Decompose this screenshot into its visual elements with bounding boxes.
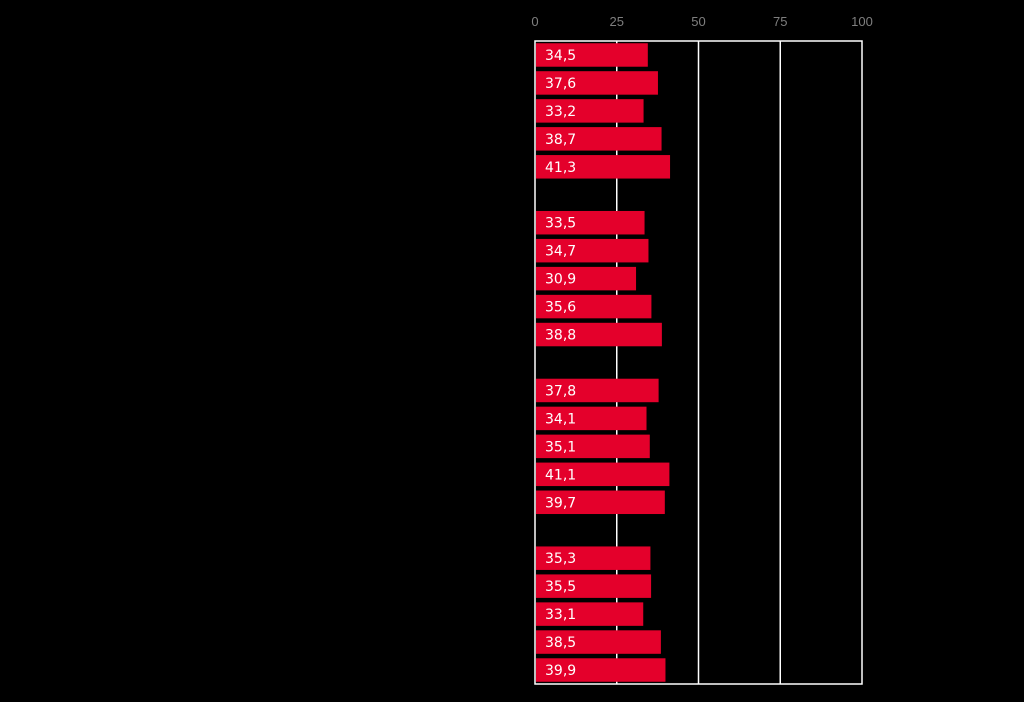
- bar-group4-item5: [536, 658, 666, 682]
- data-label-group2-item2: 34,7: [545, 244, 576, 260]
- bar-group2-item3: [536, 266, 637, 291]
- bar-group2-item1: [536, 210, 645, 235]
- bar-group2-item2: [536, 238, 649, 263]
- bars: [536, 43, 671, 682]
- data-label-group3-item5: 39,7: [545, 495, 576, 511]
- bar-group4-item3: [536, 602, 644, 626]
- bar-group1-item1: [536, 43, 648, 67]
- data-label-group4-item5: 39,9: [545, 663, 576, 679]
- data-label-group2-item1: 33,5: [545, 216, 576, 232]
- data-label-group2-item4: 35,6: [545, 300, 576, 316]
- bar-group3-item3: [536, 434, 650, 459]
- data-label-group1-item4: 38,7: [545, 132, 576, 148]
- data-label-group2-item3: 30,9: [545, 272, 576, 288]
- bar-group1-item2: [536, 71, 658, 95]
- bar-group1-item3: [536, 99, 644, 123]
- data-label-group3-item3: 35,1: [545, 439, 576, 455]
- bar-group3-item5: [536, 490, 665, 515]
- x-tick-label-25: 25: [610, 14, 624, 29]
- data-label-group2-item5: 38,8: [545, 328, 576, 344]
- data-label-group4-item3: 33,1: [545, 607, 576, 623]
- data-label-group3-item1: 37,8: [545, 383, 576, 399]
- bar-group4-item1: [536, 546, 651, 570]
- data-label-group1-item2: 37,6: [545, 76, 576, 92]
- data-label-group1-item3: 33,2: [545, 104, 576, 120]
- bar-group2-item4: [536, 294, 652, 319]
- data-label-group3-item4: 41,1: [545, 467, 576, 483]
- bar-group4-item4: [536, 630, 661, 654]
- data-label-group4-item4: 38,5: [545, 635, 576, 651]
- data-label-group1-item1: 34,5: [545, 48, 576, 64]
- x-tick-label-50: 50: [691, 14, 705, 29]
- bar-group3-item2: [536, 406, 647, 431]
- data-labels: 34,5 37,6 33,2 38,7 41,3 33,5 34,7 30,9 35,6 38,8…: [545, 48, 576, 679]
- bar-group2-item5: [536, 322, 662, 347]
- data-label-group4-item1: 35,3: [545, 551, 576, 567]
- x-tick-label-75: 75: [773, 14, 787, 29]
- bar-group4-item2: [536, 574, 652, 598]
- x-tick-label-0: 0: [531, 14, 538, 29]
- x-tick-label-100: 100: [851, 14, 873, 29]
- bar-group3-item1: [536, 378, 659, 403]
- plot-area-border: [534, 40, 863, 685]
- data-label-group3-item2: 34,1: [545, 411, 576, 427]
- bar-group1-item5: [536, 155, 671, 179]
- bar-group1-item4: [536, 127, 662, 151]
- bar-group3-item4: [536, 462, 670, 487]
- data-label-group4-item2: 35,5: [545, 579, 576, 595]
- data-label-group1-item5: 41,3: [545, 160, 576, 176]
- x-axis-tick-labels: 0 25 50 75 100: [531, 14, 872, 29]
